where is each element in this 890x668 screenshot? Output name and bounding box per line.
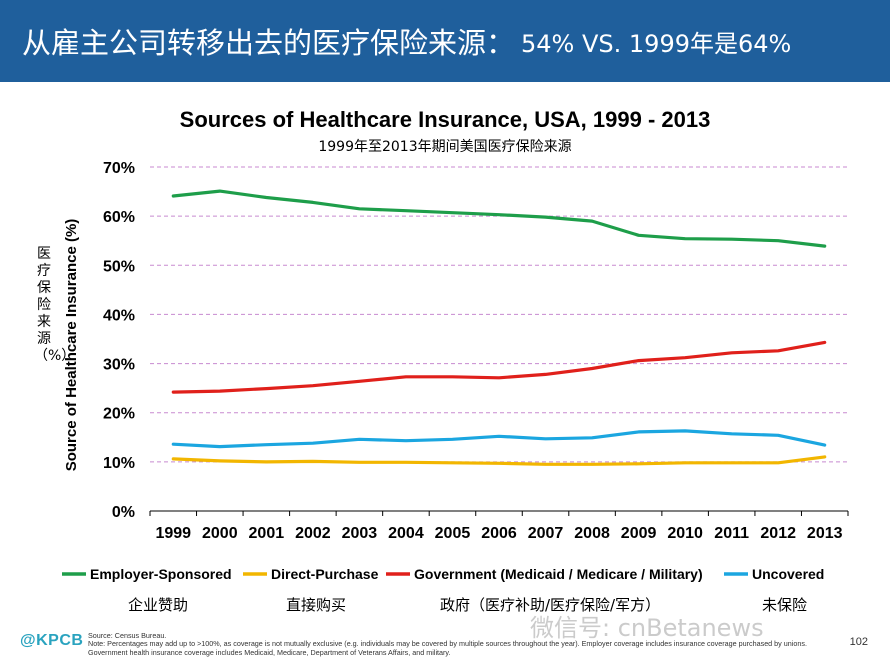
legend-label: Direct-Purchase [271, 566, 379, 582]
x-tick-label: 2011 [714, 525, 749, 542]
x-tick-label: 2008 [574, 525, 610, 542]
x-tick-label: 2006 [481, 525, 517, 542]
x-tick-label: 2010 [667, 525, 703, 542]
y-tick-label: 60% [103, 209, 135, 226]
source-text: Source: Census Bureau. [88, 631, 167, 640]
legend-label-cn: 直接购买 [286, 596, 347, 614]
slide-header: 从雇主公司转移出去的医疗保险来源： 54% VS. 1999年是64% [0, 0, 890, 82]
y-tick-label: 20% [103, 406, 135, 423]
x-axis-ticks: 1999 2000 2001 2002 2003 2004 2005 2006 2007 2008… [155, 525, 842, 542]
x-tick-label: 2003 [342, 525, 378, 542]
y-tick-label: 50% [103, 258, 135, 275]
legend-label-cn: 政府（医疗补助/医疗保险/军方） [440, 596, 661, 614]
x-tick-label: 2009 [621, 525, 657, 542]
x-tick-label: 2001 [249, 525, 285, 542]
legend-cn: 企业赞助 直接购买 政府（医疗补助/医疗保险/军方） 未保险 [0, 594, 890, 614]
kpcb-logo: @KPCB [20, 632, 84, 649]
series-line-uncovered [171, 429, 827, 449]
note-text: Note: Percentages may add up to >100%, a… [88, 639, 807, 657]
chart-title: Sources of Healthcare Insurance, USA, 19… [179, 107, 711, 132]
y-tick-label: 70% [103, 160, 135, 177]
legend-label-cn: 企业赞助 [128, 596, 189, 614]
footer-notes: Source: Census Bureau. Note: Percentages… [88, 631, 833, 657]
series-line-direct-purchase [171, 455, 827, 466]
slide-title: 从雇主公司转移出去的医疗保险来源： [22, 26, 516, 60]
page-number: 102 [849, 636, 868, 648]
watermark: 微信号: cnBetanews [530, 614, 764, 642]
legend-label-cn: 未保险 [762, 596, 808, 614]
legend-label: Employer-Sponsored [90, 566, 232, 582]
slide-title-stat: 54% VS. 1999年是64% [521, 29, 792, 58]
legend-label: Uncovered [752, 566, 824, 582]
x-tick-label: 2012 [760, 525, 796, 542]
series-lines [171, 189, 827, 466]
x-tick-label: 2005 [435, 525, 471, 542]
y-tick-label: 10% [103, 455, 135, 472]
legend-label: Government (Medicaid / Medicare / Milita… [414, 566, 703, 582]
x-tick-label: 2004 [388, 525, 424, 542]
y-axis-ticks: 0% 10% 20% 30% 40% 50% 60% 70% [103, 160, 135, 521]
y-tick-label: 40% [103, 307, 135, 324]
series-line-government-medicaid-medicare-military [171, 340, 827, 394]
chart-subtitle: 1999年至2013年期间美国医疗保险来源 [318, 139, 572, 155]
series-line-employer-sponsored [171, 189, 827, 248]
x-tick-label: 2013 [807, 525, 843, 542]
x-tick-label: 2000 [202, 525, 238, 542]
y-tick-label: 0% [112, 504, 135, 521]
y-tick-label: 30% [103, 357, 135, 374]
legend: Employer-Sponsored Direct-Purchase Governm… [62, 566, 824, 582]
y-axis-label: Source of Healthcare Insurance (%) [63, 219, 80, 472]
x-tick-label: 2007 [528, 525, 564, 542]
x-tick-label: 2002 [295, 525, 331, 542]
x-tick-label: 1999 [155, 525, 191, 542]
